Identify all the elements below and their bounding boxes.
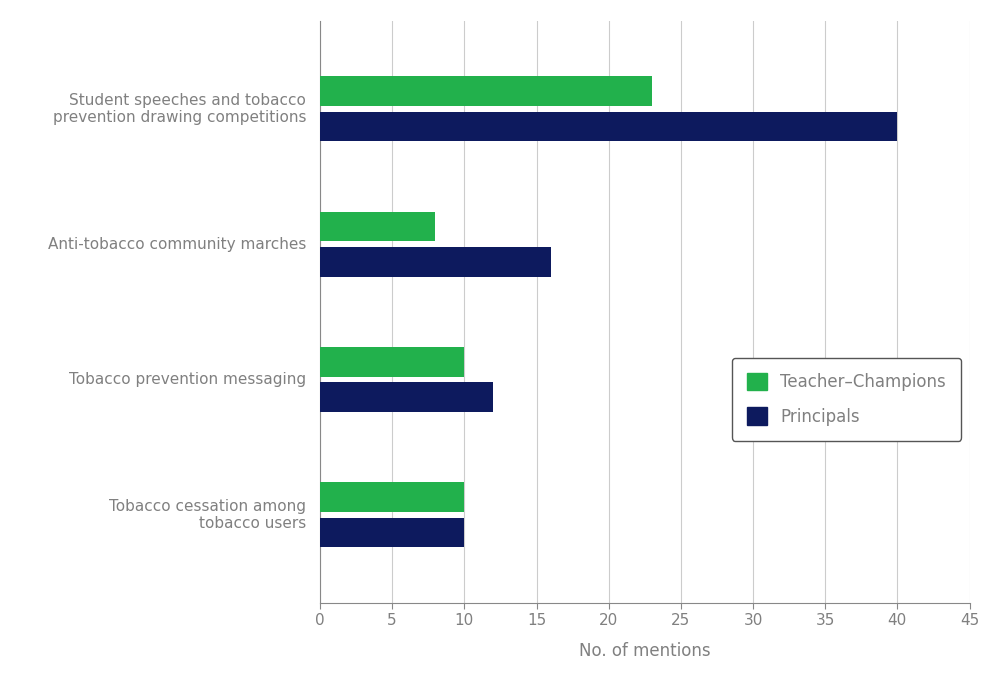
Bar bbox=[320, 247, 551, 276]
Legend: Teacher–Champions, Principals: Teacher–Champions, Principals bbox=[732, 358, 961, 441]
Bar bbox=[320, 382, 493, 412]
Bar bbox=[320, 76, 652, 106]
Bar bbox=[320, 482, 464, 512]
Bar bbox=[320, 347, 464, 377]
Bar bbox=[320, 518, 464, 548]
Bar bbox=[320, 112, 897, 141]
Bar bbox=[320, 212, 435, 242]
X-axis label: No. of mentions: No. of mentions bbox=[579, 642, 711, 660]
